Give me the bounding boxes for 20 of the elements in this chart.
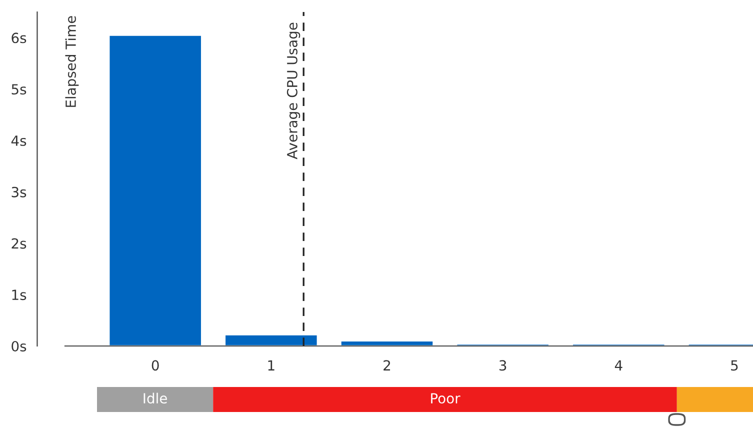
x-tick-label: 3 bbox=[499, 360, 506, 371]
bar bbox=[340, 340, 434, 346]
bar bbox=[224, 334, 318, 346]
x-tick-label: 1 bbox=[268, 360, 274, 370]
y-tick-label: 2s bbox=[12, 238, 26, 249]
y-tick-label: 6s bbox=[12, 32, 26, 44]
y-axis-title: Elapsed Time bbox=[65, 16, 79, 107]
x-tick-label: 0 bbox=[152, 360, 159, 371]
y-tick-label: 4s bbox=[11, 136, 26, 146]
y-tick-label: 3s bbox=[12, 186, 26, 198]
y-tick-label: 1s bbox=[12, 290, 26, 300]
y-tick-label: 0s bbox=[12, 340, 26, 352]
series-label: Poor bbox=[431, 393, 460, 404]
ref-line-label: Average CPU Usage bbox=[286, 22, 300, 160]
x-tick-label: 5 bbox=[731, 360, 738, 371]
series-label: Idle bbox=[144, 392, 167, 404]
x-tick-label: 4 bbox=[614, 360, 622, 370]
y-tick-label: 5s bbox=[12, 84, 26, 95]
bar bbox=[108, 34, 202, 346]
x-tick-label: 2 bbox=[384, 360, 390, 370]
